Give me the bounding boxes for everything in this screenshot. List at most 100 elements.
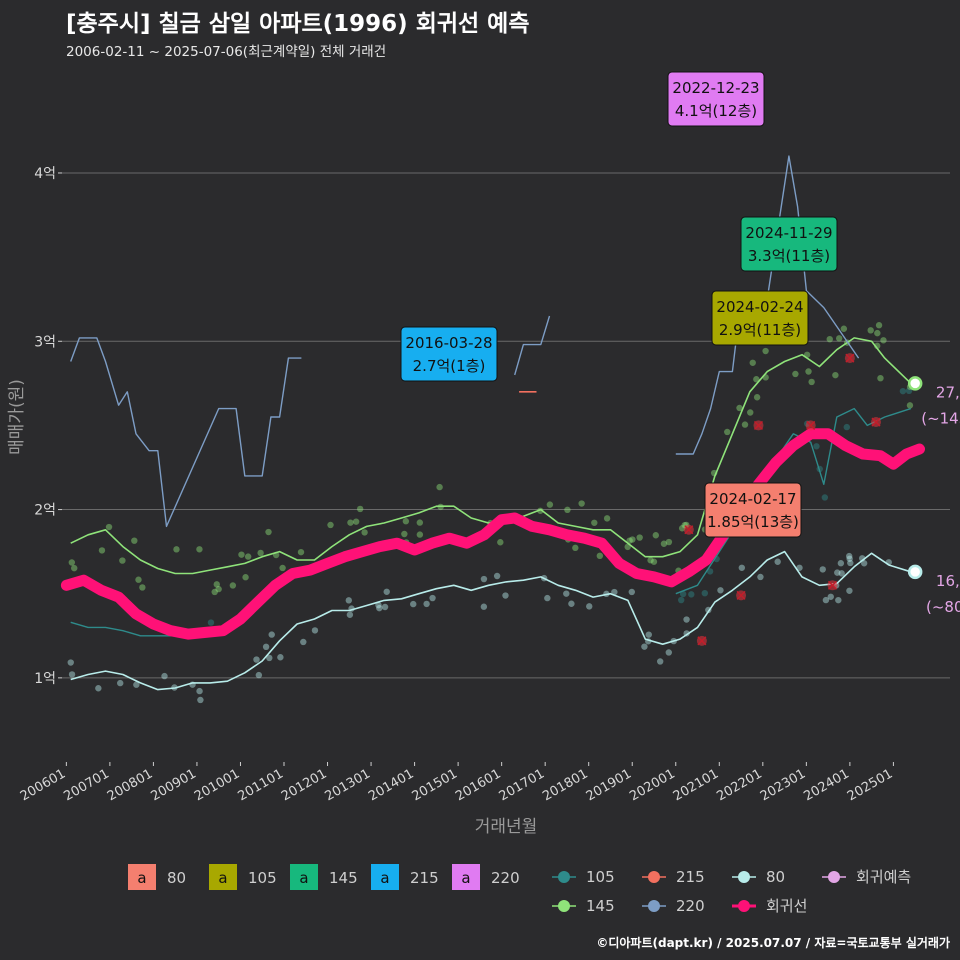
annotation-date: 2022-12-23 (672, 79, 759, 97)
legend-line-label: 220 (676, 897, 705, 915)
scatter-point-145 (213, 581, 220, 588)
scatter-point-80 (796, 564, 803, 571)
scatter-point-80 (311, 627, 319, 634)
legend-line-label: 215 (676, 868, 705, 886)
legend-fill-swatch (452, 864, 480, 890)
legend-line-label: 105 (586, 868, 615, 886)
annotation-date: 2024-11-29 (745, 224, 832, 242)
scatter-point-145 (135, 576, 142, 583)
scatter-point-80 (611, 588, 618, 596)
legend-fill-swatch (209, 864, 237, 890)
regression-line (60, 428, 925, 640)
scatter-point-105 (706, 568, 714, 575)
legend-line-label: 80 (766, 868, 785, 886)
annotation-price: 1.85억(13층) (707, 513, 799, 531)
scatter-point-80 (493, 572, 501, 580)
y-tick-label: 3억 (34, 334, 56, 350)
scatter-point-145 (196, 546, 203, 553)
x-tick-label: 202001 (627, 766, 677, 804)
scatter-point-80 (819, 566, 826, 573)
scatter-point-145 (808, 378, 815, 386)
annotation-date: 2016-03-28 (405, 334, 492, 352)
x-tick-label: 202401 (801, 766, 851, 804)
scatter-point-145 (753, 394, 761, 401)
x-tick-label: 201701 (497, 766, 547, 804)
x-tick-label: 200801 (105, 766, 155, 804)
x-tick-label: 201101 (236, 766, 286, 804)
x-tick-label: 201401 (366, 766, 416, 804)
scatter-point-80 (683, 616, 690, 623)
scatter-point-80 (480, 603, 488, 610)
scatter-point-80 (586, 603, 593, 610)
annotation-price: 3.3억(11층) (748, 247, 830, 265)
scatter-point-145 (874, 329, 881, 337)
x-tick-label: 200601 (18, 766, 68, 804)
scatter-point-145 (244, 553, 252, 560)
scatter-point-80 (345, 597, 353, 604)
scatter-point-145 (71, 564, 78, 572)
scatter-point-145 (215, 585, 222, 593)
series-line-145 (70, 337, 912, 575)
legend-fill-label: 215 (410, 869, 439, 887)
scatter-point-80 (835, 596, 842, 604)
scatter-point-80 (266, 654, 273, 662)
scatter-point-145 (880, 337, 887, 344)
scatter-point-80 (665, 649, 672, 656)
legend-line-label: 회귀선 (766, 897, 807, 915)
annotation-box (704, 482, 802, 538)
scatter-point-80 (262, 643, 270, 651)
scatter-point-105 (899, 387, 907, 395)
scatter-point-145 (877, 374, 884, 382)
scatter-point-145 (139, 584, 146, 591)
scatter-point-80 (656, 658, 664, 665)
x-tick-label: 202101 (671, 766, 721, 804)
scatter-point-145 (546, 501, 554, 508)
scatter-point-145 (741, 421, 749, 428)
endpoint-value-label: 16,325 (936, 572, 960, 590)
scatter-point-145 (402, 518, 410, 525)
legend-line-dot (738, 871, 750, 883)
scatter-point-145 (867, 327, 874, 334)
legend-line-dot (648, 900, 660, 912)
end-points: 27,567 (~145㎡) 16,325 (~80㎡) (907, 376, 960, 616)
annotation-box (400, 326, 498, 382)
scatter-point-80 (641, 643, 648, 650)
legend-fill-swatch (290, 864, 318, 890)
scatter-point-145 (436, 483, 443, 491)
legend-fill-label: 220 (491, 869, 520, 887)
scatter-point-145 (647, 557, 654, 564)
scatter-point-80 (429, 594, 436, 602)
scatter-point-80 (375, 601, 382, 609)
scatter-point-145 (665, 538, 673, 546)
scatter-point-80 (268, 631, 275, 638)
chart-title: [충주시] 칠금 삼일 아파트(1996) 회귀선 예측 (66, 11, 530, 37)
scatter-point-105 (207, 619, 215, 626)
scatter-point-145 (650, 558, 658, 565)
scatter-point-145 (636, 534, 643, 541)
legend-fill-glyph: a (299, 869, 308, 887)
legend-line-label: 회귀예측 (856, 868, 911, 886)
scatter-point-105 (701, 589, 709, 597)
scatter-point-105 (677, 596, 685, 604)
scatter-point-80 (837, 560, 845, 567)
y-tick-label: 4억 (34, 166, 56, 182)
scatter-point-80 (846, 555, 853, 562)
cancelled-trades (683, 353, 881, 646)
scatter-point-80 (717, 587, 724, 594)
scatter-point-80 (383, 588, 390, 595)
x-tick-label: 202501 (845, 766, 895, 804)
scatter-point-80 (822, 596, 830, 604)
scatter-point-145 (173, 546, 180, 553)
scatter-point-80 (827, 593, 834, 600)
scatter-point-80 (300, 638, 307, 646)
cancelled-x-mark (871, 417, 881, 427)
scatter-point-80 (860, 560, 868, 567)
scatter-point-145 (564, 506, 571, 514)
scatter-point-145 (572, 544, 579, 552)
annotation-date: 2024-02-17 (709, 490, 796, 508)
scatter-point-145 (840, 325, 848, 332)
annotation-date: 2024-02-24 (716, 298, 803, 316)
scatter-point-80 (846, 587, 853, 594)
scatter-point-80 (255, 671, 263, 679)
y-tick-label: 1억 (34, 671, 56, 687)
